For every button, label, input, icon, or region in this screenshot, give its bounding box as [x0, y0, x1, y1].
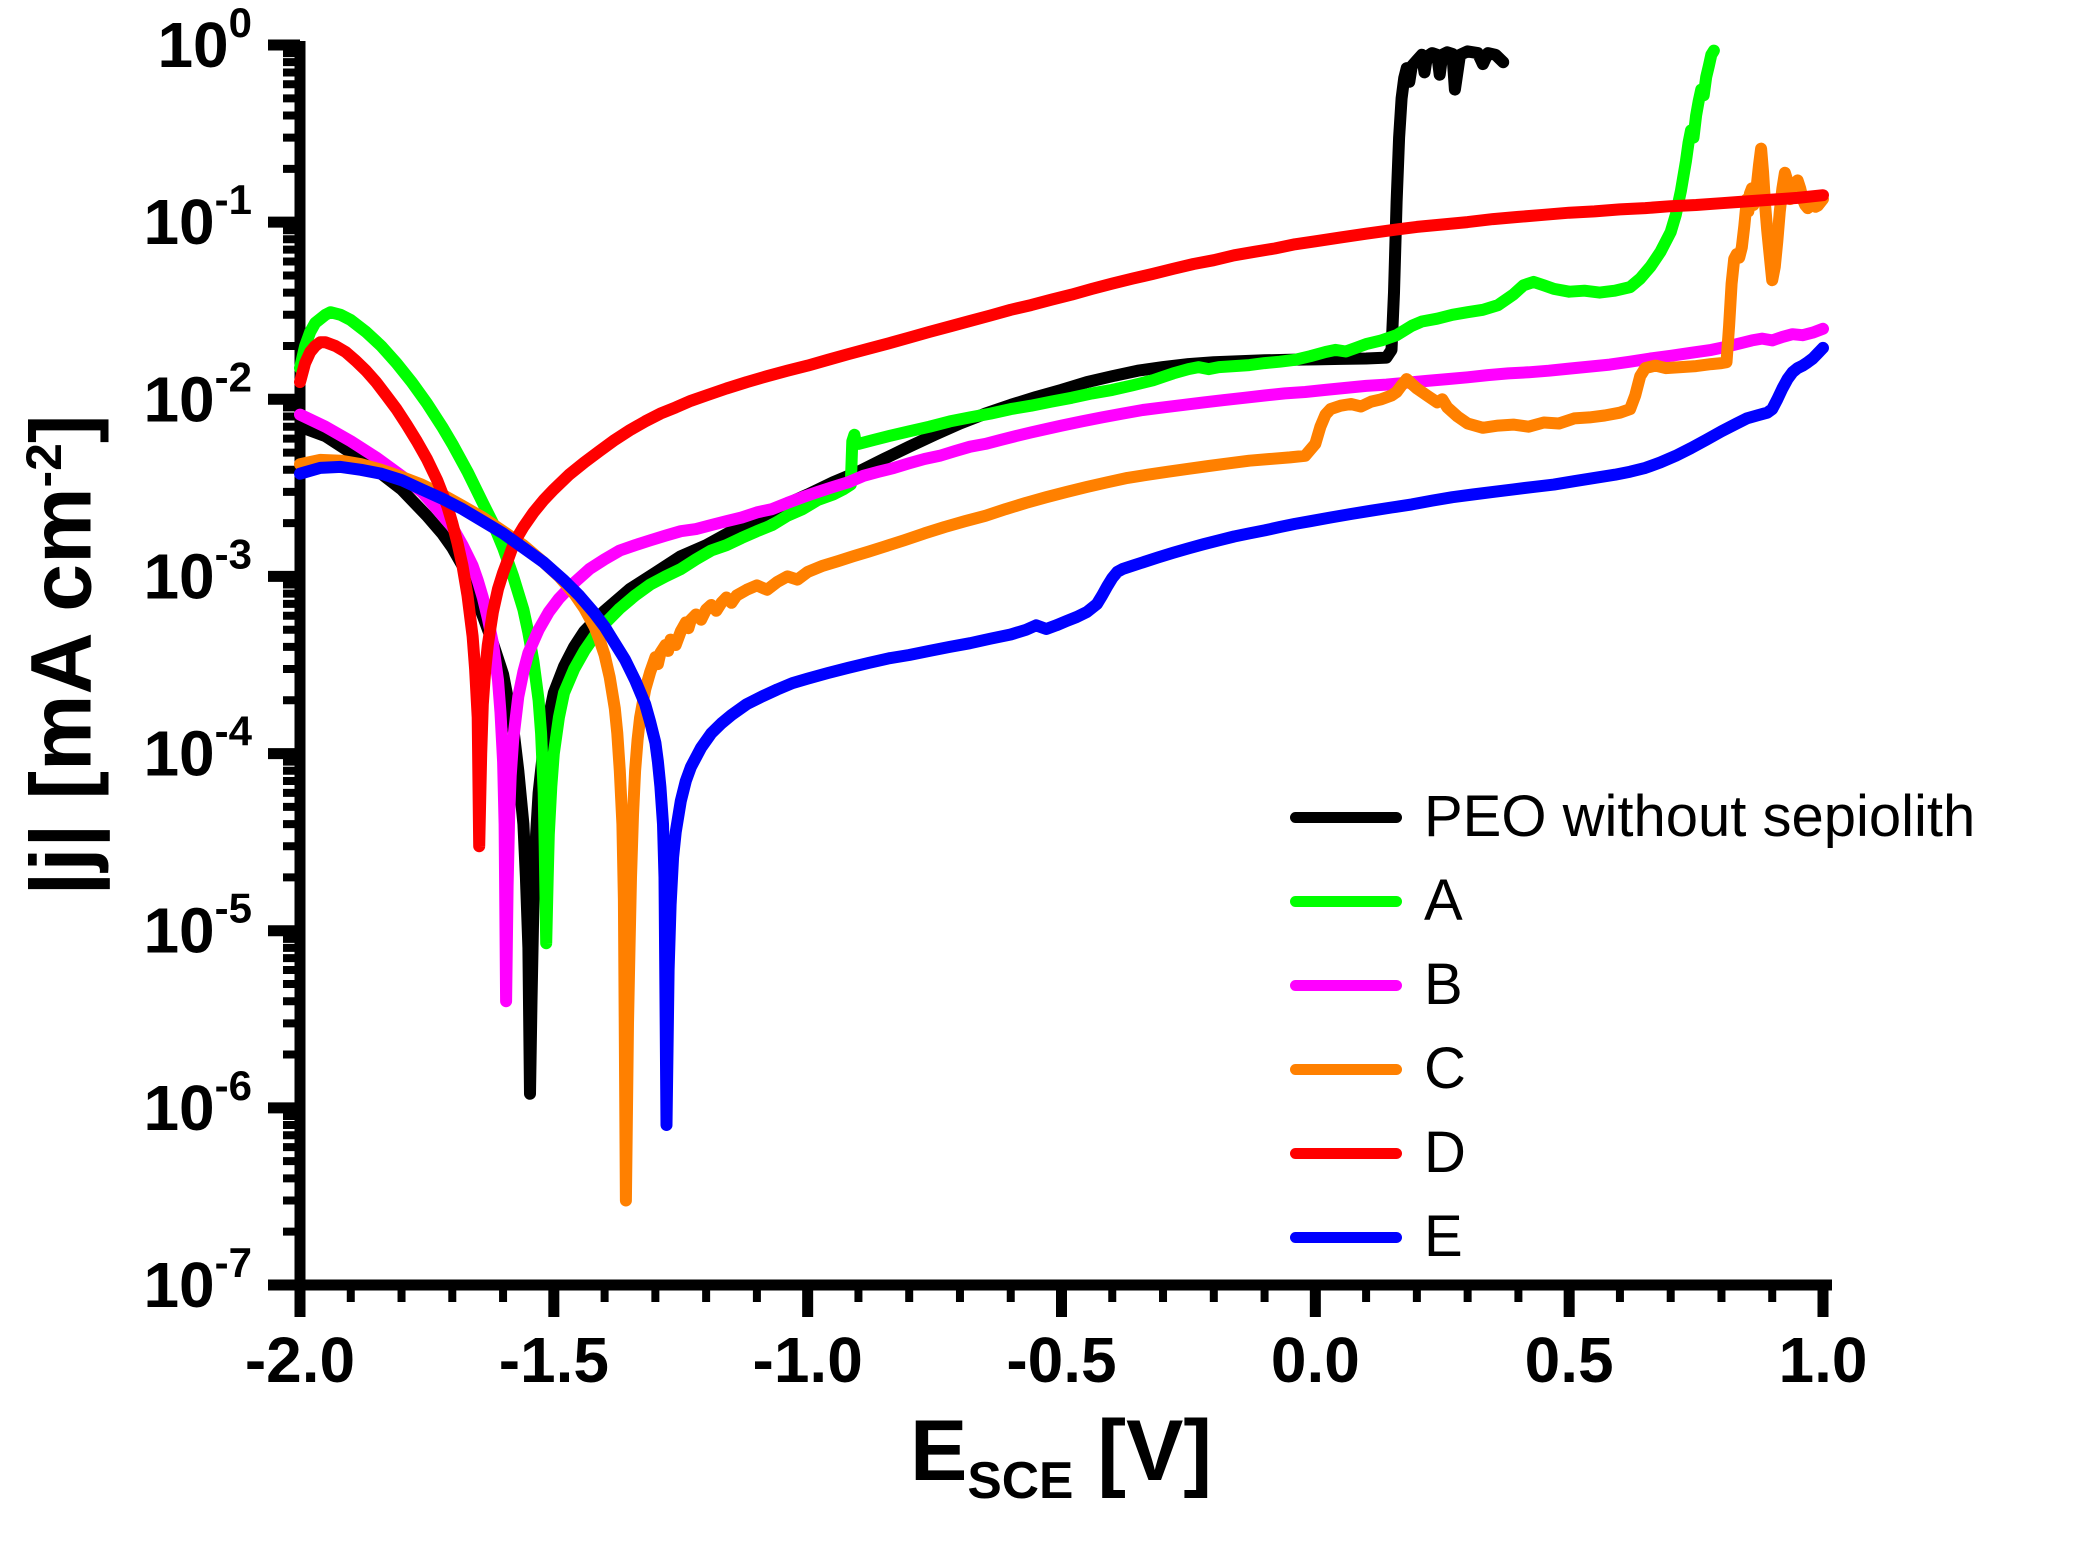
- legend-label: C: [1424, 1036, 1466, 1101]
- y-tick-label: 10-1: [143, 176, 252, 258]
- legend-line-swatch: [1290, 1147, 1402, 1159]
- x-tick-label: -2.0: [245, 1324, 355, 1396]
- legend-label: A: [1424, 868, 1463, 933]
- legend-label: PEO without sepiolith: [1424, 784, 1976, 849]
- legend-item-c: C: [1290, 1027, 1975, 1111]
- y-tick-label: 10-5: [143, 885, 252, 967]
- legend-item-e: E: [1290, 1195, 1975, 1279]
- x-axis-title-subscript: SCE: [967, 1451, 1074, 1510]
- y-tick-label: 10-6: [143, 1062, 252, 1144]
- legend-label: B: [1424, 952, 1463, 1017]
- x-axis-title: ESCE [V]: [909, 1403, 1213, 1510]
- y-tick-label: 10-2: [143, 353, 252, 435]
- y-axis-title-superscript: -2: [15, 443, 72, 488]
- legend-line-swatch: [1290, 895, 1402, 907]
- x-tick-label: 0.5: [1525, 1324, 1614, 1396]
- y-tick-label: 10-3: [143, 530, 252, 612]
- legend-item-b: B: [1290, 943, 1975, 1027]
- curve-a: [294, 44, 1720, 950]
- legend-item-peo-without-sepiolith: PEO without sepiolith: [1290, 775, 1975, 859]
- y-tick-label: 100: [157, 0, 252, 81]
- legend-label: E: [1424, 1204, 1463, 1269]
- y-axis-title: |j| [mA cm-2]: [13, 414, 110, 896]
- curve-b: [294, 322, 1829, 1008]
- legend-line-swatch: [1290, 1063, 1402, 1075]
- legend-line-swatch: [1290, 811, 1402, 823]
- legend-item-d: D: [1290, 1111, 1975, 1195]
- y-tick-label: 10-7: [143, 1239, 252, 1321]
- legend-line-swatch: [1290, 1231, 1402, 1243]
- legend-item-a: A: [1290, 859, 1975, 943]
- curve-e: [294, 341, 1829, 1131]
- x-tick-label: -1.0: [753, 1324, 863, 1396]
- x-tick-label: 1.0: [1779, 1324, 1868, 1396]
- legend-label: D: [1424, 1120, 1466, 1185]
- x-tick-label: -0.5: [1006, 1324, 1116, 1396]
- legend-line-swatch: [1290, 979, 1402, 991]
- y-tick-label: 10-4: [143, 708, 252, 790]
- x-tick-label: 0.0: [1271, 1324, 1360, 1396]
- legend: PEO without sepiolith A B C D E: [1290, 775, 1975, 1279]
- x-tick-label: -1.5: [499, 1324, 609, 1396]
